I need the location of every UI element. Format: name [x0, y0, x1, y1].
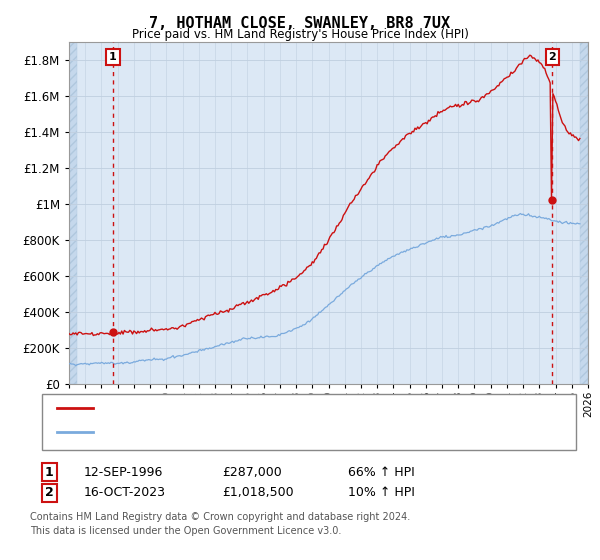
- Bar: [580, 42, 588, 384]
- Text: £1,018,500: £1,018,500: [222, 486, 293, 500]
- Text: £287,000: £287,000: [222, 465, 282, 479]
- Text: 16-OCT-2023: 16-OCT-2023: [84, 486, 166, 500]
- Text: 1: 1: [109, 52, 117, 62]
- Text: HPI: Average price, detached house, Sevenoaks: HPI: Average price, detached house, Seve…: [99, 426, 381, 439]
- Text: 2: 2: [45, 486, 54, 500]
- Text: 12-SEP-1996: 12-SEP-1996: [84, 465, 163, 479]
- Text: 66% ↑ HPI: 66% ↑ HPI: [348, 465, 415, 479]
- Text: 2: 2: [548, 52, 556, 62]
- Text: This data is licensed under the Open Government Licence v3.0.: This data is licensed under the Open Gov…: [30, 526, 341, 536]
- Bar: [580, 42, 588, 384]
- Text: 10% ↑ HPI: 10% ↑ HPI: [348, 486, 415, 500]
- Text: Contains HM Land Registry data © Crown copyright and database right 2024.: Contains HM Land Registry data © Crown c…: [30, 512, 410, 522]
- Text: 7, HOTHAM CLOSE, SWANLEY, BR8 7UX (detached house): 7, HOTHAM CLOSE, SWANLEY, BR8 7UX (detac…: [99, 402, 439, 415]
- Text: 7, HOTHAM CLOSE, SWANLEY, BR8 7UX: 7, HOTHAM CLOSE, SWANLEY, BR8 7UX: [149, 16, 451, 31]
- Bar: [69, 42, 77, 384]
- Text: Price paid vs. HM Land Registry's House Price Index (HPI): Price paid vs. HM Land Registry's House …: [131, 28, 469, 41]
- Bar: [69, 42, 77, 384]
- Text: 1: 1: [45, 465, 54, 479]
